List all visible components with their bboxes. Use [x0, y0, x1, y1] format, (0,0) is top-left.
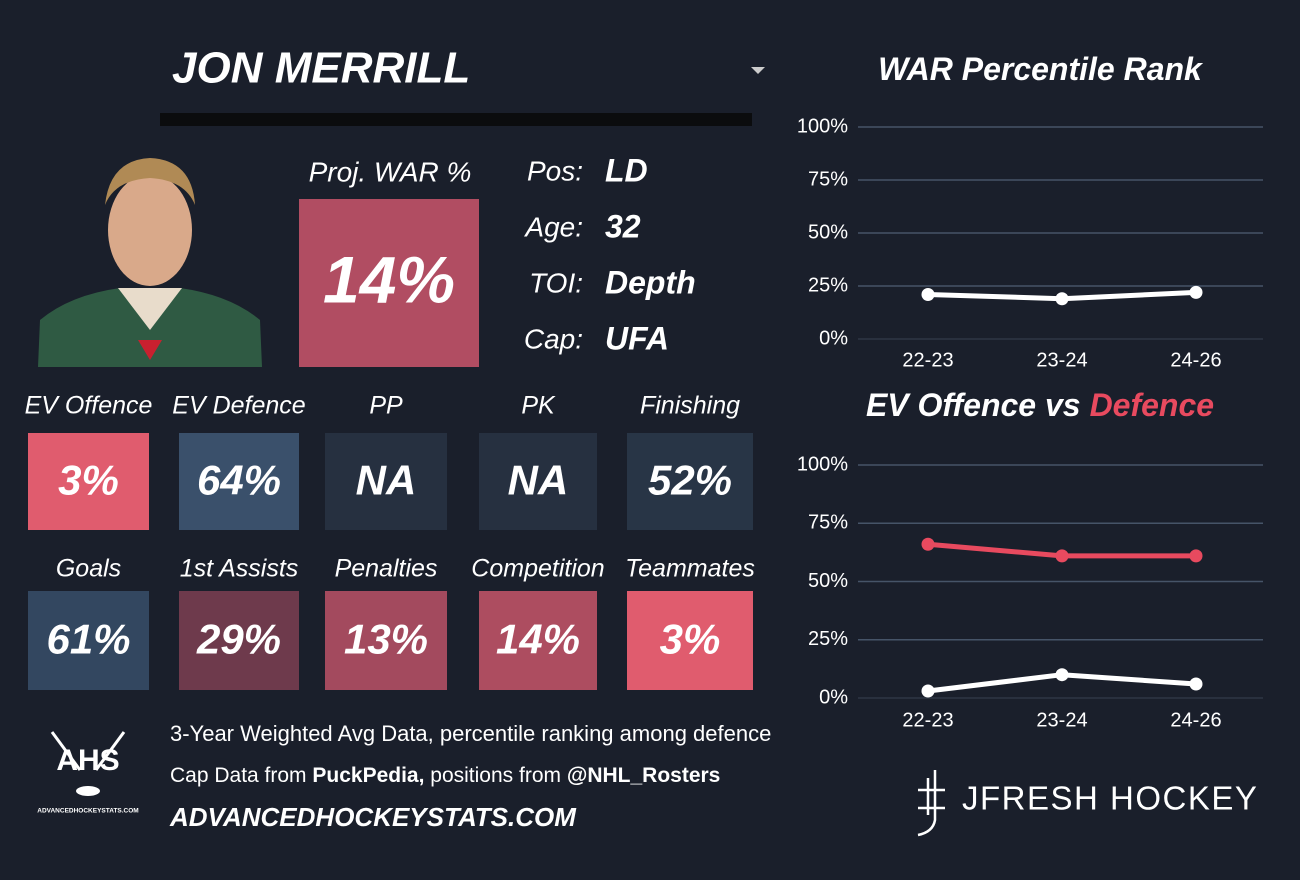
- info-value: UFA: [605, 320, 669, 356]
- name-underline: [160, 113, 752, 126]
- tile-label: EV Offence: [25, 392, 153, 420]
- tile-label: 1st Assists: [180, 555, 299, 583]
- series-point: [921, 287, 935, 301]
- footer-line1: 3-Year Weighted Avg Data, percentile ran…: [170, 721, 771, 746]
- series-point: [1189, 285, 1203, 299]
- y-tick-label: 75%: [808, 168, 848, 190]
- proj-value: 14%: [323, 242, 455, 316]
- tile-value: 13%: [344, 616, 428, 663]
- x-tick-label: 23-24: [1036, 349, 1087, 371]
- proj-label: Proj. WAR %: [309, 156, 472, 187]
- series-point: [1189, 677, 1203, 691]
- tile-value: 14%: [496, 616, 580, 663]
- tile-box: [28, 591, 149, 690]
- tile-box: [28, 433, 149, 530]
- x-tick-label: 23-24: [1036, 709, 1087, 731]
- footer-source: @NHL_Rosters: [567, 764, 721, 787]
- tile-value: NA: [508, 457, 569, 504]
- info: Pos: LD Age: 32 TOI: Depth Cap: UFA: [523, 152, 695, 356]
- tile-label: EV Defence: [172, 392, 305, 420]
- tile-label: PP: [369, 392, 403, 420]
- y-tick-label: 0%: [819, 686, 848, 708]
- x-tick-label: 22-23: [902, 709, 953, 731]
- y-tick-label: 25%: [808, 628, 848, 650]
- info-value: 32: [605, 208, 641, 244]
- tile-box: [179, 433, 299, 530]
- dropdown-arrow[interactable]: [751, 67, 765, 74]
- proj-box: [299, 199, 479, 367]
- jfresh-logo: JFRESH HOCKEY: [917, 770, 1258, 837]
- player-name: JON MERRILL: [172, 44, 470, 93]
- charts: WAR Percentile Rank 0% 25% 50% 75% 100% 22-23 2…: [797, 51, 1263, 731]
- series-point: [921, 537, 935, 551]
- y-tick-label: 75%: [808, 512, 848, 534]
- footer-source: PuckPedia,: [312, 764, 424, 787]
- ahs-small: ADVANCEDHOCKEYSTATS.COM: [37, 808, 138, 815]
- chart-title: WAR Percentile Rank: [878, 51, 1204, 87]
- info-label: TOI:: [529, 267, 583, 298]
- title-part: WAR Percentile Rank: [878, 51, 1204, 87]
- tile-value: 29%: [196, 616, 281, 663]
- tile-value: 3%: [58, 457, 119, 504]
- tile-label: Penalties: [335, 555, 438, 583]
- tile-label: Goals: [56, 555, 121, 583]
- tile-box: [479, 433, 597, 530]
- series-point: [1189, 549, 1203, 563]
- chart-title: EV Offence vs Defence: [866, 387, 1214, 423]
- footer-line2: Cap Data from PuckPedia, positions from …: [170, 764, 720, 787]
- y-tick-label: 50%: [808, 221, 848, 243]
- info-value: LD: [605, 152, 648, 188]
- info-value: Depth: [605, 264, 696, 300]
- footer-text: Cap Data from: [170, 764, 312, 787]
- tile-value: 61%: [46, 616, 130, 663]
- ahs-logo: AHS ADVANCEDHOCKEYSTATS.COM: [37, 731, 139, 815]
- y-tick-label: 25%: [808, 274, 848, 296]
- series-point: [1055, 549, 1069, 563]
- tile-box: [479, 591, 597, 690]
- info-label: Cap:: [524, 323, 583, 354]
- tile-value: 3%: [660, 616, 721, 663]
- title-part: EV Offence vs: [866, 387, 1081, 423]
- tile-value: 52%: [648, 457, 732, 504]
- series-point: [921, 684, 935, 698]
- brand: JFRESH HOCKEY: [962, 780, 1258, 817]
- tile-value: NA: [356, 457, 417, 504]
- title-part: Defence: [1090, 387, 1215, 423]
- series-point: [1055, 292, 1069, 306]
- tile-box: [627, 591, 753, 690]
- y-tick-label: 50%: [808, 570, 848, 592]
- tiles: EV Offence 3% EV Defence 64% PP NA PK NA Finishi…: [25, 392, 755, 690]
- tile-value: 64%: [197, 457, 281, 504]
- y-tick-label: 100%: [797, 115, 848, 137]
- tile-label: Competition: [471, 555, 604, 583]
- x-tick-label: 22-23: [902, 349, 953, 371]
- info-label: Age:: [523, 211, 583, 242]
- ahs-text: AHS: [56, 744, 119, 777]
- footer-text: positions from: [424, 764, 566, 787]
- y-tick-label: 0%: [819, 327, 848, 349]
- x-tick-label: 24-26: [1170, 349, 1221, 371]
- tile-box: [325, 591, 447, 690]
- tile-box: [325, 433, 447, 530]
- tile-label: PK: [521, 392, 556, 420]
- x-tick-label: 24-26: [1170, 709, 1221, 731]
- tile-label: Teammates: [625, 555, 755, 583]
- tile-label: Finishing: [640, 392, 740, 420]
- player-photo: [38, 155, 262, 367]
- y-tick-label: 100%: [797, 453, 848, 475]
- tile-box: [627, 433, 753, 530]
- tile-box: [179, 591, 299, 690]
- info-label: Pos:: [527, 155, 583, 186]
- footer-site: ADVANCEDHOCKEYSTATS.COM: [169, 802, 577, 832]
- series-point: [1055, 668, 1069, 682]
